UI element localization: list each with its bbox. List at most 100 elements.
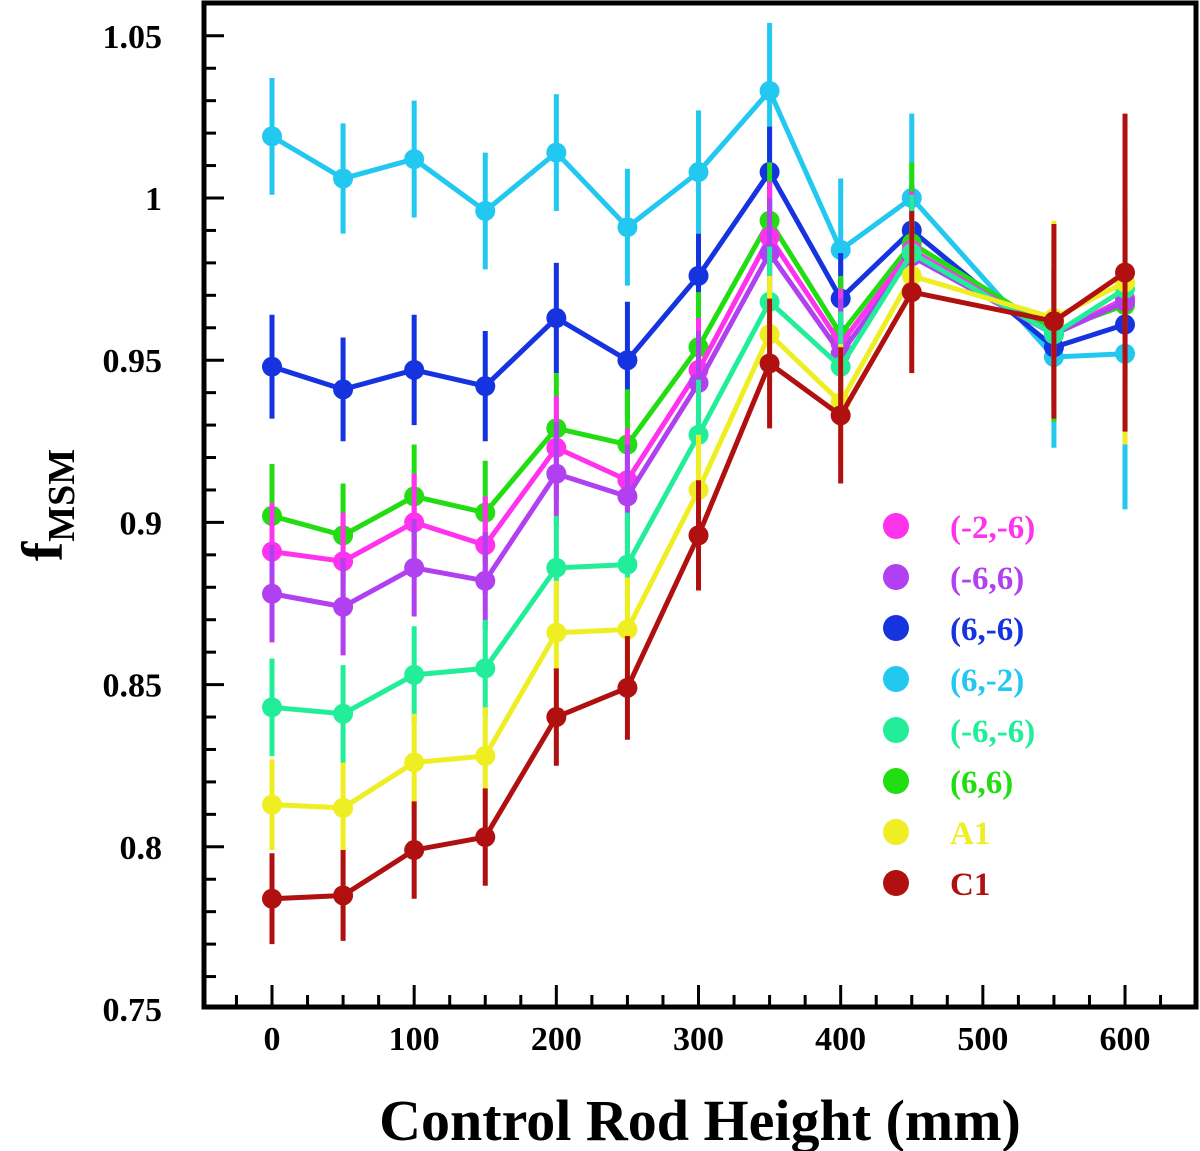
legend-entry: (6,-6): [883, 612, 1024, 648]
data-point: [617, 677, 638, 698]
x-tick-label: 400: [815, 1021, 866, 1058]
legend-label: (6,-6): [950, 612, 1024, 648]
data-point: [404, 359, 425, 380]
plot-frame: [201, 0, 1199, 1010]
x-tick-label: 300: [673, 1021, 724, 1058]
data-point: [262, 888, 282, 909]
plot-area: [262, 22, 1136, 945]
legend-entry: A1: [883, 816, 990, 852]
data-point: [333, 703, 354, 724]
data-point: [546, 622, 567, 643]
x-tick-label: 600: [1100, 1021, 1151, 1058]
legend-label: (6,6): [950, 765, 1013, 801]
data-point: [475, 658, 496, 679]
series-line: [271, 218, 1126, 538]
data-point: [830, 405, 851, 426]
data-point: [617, 486, 638, 507]
data-point: [688, 162, 709, 183]
data-point: [759, 353, 780, 374]
data-point: [1043, 311, 1064, 332]
legend-entry: (-2,-6): [883, 510, 1035, 546]
svg-text:fMSM: fMSM: [10, 449, 83, 561]
legend-entry: (-6,6): [883, 561, 1024, 597]
data-point: [546, 557, 567, 578]
legend-entry: C1: [883, 867, 990, 903]
series-c1: [262, 113, 1136, 945]
data-point: [475, 200, 496, 221]
legend-label: C1: [950, 867, 990, 903]
data-point: [617, 350, 638, 371]
data-point: [901, 282, 922, 303]
data-point: [262, 583, 282, 604]
x-tick-label: 200: [531, 1021, 582, 1058]
y-tick-label: 0.85: [103, 668, 163, 705]
data-point: [262, 697, 282, 718]
y-tick-label: 0.8: [120, 830, 163, 867]
legend-marker: [883, 768, 909, 794]
legend-label: (-2,-6): [950, 510, 1035, 546]
data-point: [830, 239, 851, 260]
legend-marker: [883, 870, 909, 896]
y-tick-labels: 0.75 0.8 0.85 0.9 0.95 1 1.05: [103, 19, 163, 1029]
legend-marker: [883, 666, 909, 692]
legend-marker: [883, 513, 909, 539]
legend-label: (-6,6): [950, 561, 1024, 597]
data-point: [546, 308, 567, 329]
legend-entry: (6,6): [883, 765, 1013, 801]
data-point: [475, 745, 496, 766]
data-point: [475, 376, 496, 397]
data-point: [1115, 262, 1136, 283]
y-axis-title-main: f: [10, 541, 75, 561]
x-tick-label: 100: [389, 1021, 440, 1058]
data-point: [404, 557, 425, 578]
axis-ticks: [206, 34, 1163, 1005]
y-tick-label: 0.95: [103, 343, 163, 380]
data-point: [262, 794, 282, 815]
data-point: [404, 752, 425, 773]
data-point: [688, 265, 709, 286]
legend-marker: [883, 564, 909, 590]
y-tick-label: 1.05: [103, 19, 163, 56]
x-tick-labels: 0 100 200 300 400 500 600: [264, 1021, 1151, 1058]
legend-label: (-6,-6): [950, 714, 1035, 750]
legend: (-2,-6) (-6,6) (6,-6) (6,-2) (-6,-6) (6,6) A1 C…: [883, 510, 1035, 903]
data-point: [404, 149, 425, 170]
data-point: [404, 664, 425, 685]
data-point: [404, 840, 425, 861]
legend-marker: [883, 717, 909, 743]
x-tick-label: 500: [957, 1021, 1008, 1058]
data-point: [333, 168, 354, 189]
legend-entry: (-6,-6): [883, 714, 1035, 750]
legend-label: (6,-2): [950, 663, 1024, 699]
series-line: [271, 273, 1127, 811]
series-line: [271, 169, 1126, 392]
data-point: [617, 217, 638, 238]
data-point: [333, 885, 354, 906]
series-line: [271, 250, 1127, 717]
x-axis-title: Control Rod Height (mm): [379, 1088, 1021, 1151]
data-point: [546, 707, 567, 728]
series-line: [270, 88, 1126, 360]
y-tick-label: 0.75: [103, 992, 163, 1029]
data-point: [546, 463, 567, 484]
data-point: [475, 827, 496, 848]
data-point: [333, 797, 354, 818]
data-point: [475, 570, 496, 591]
series-line: [271, 270, 1127, 902]
y-axis-title: fMSM: [10, 449, 83, 561]
data-point: [617, 619, 638, 640]
y-axis-title-subscript: MSM: [41, 449, 83, 542]
data-point: [759, 80, 780, 101]
data-point: [262, 126, 282, 147]
x-tick-label: 0: [264, 1021, 281, 1058]
legend-label: A1: [950, 816, 990, 852]
legend-entry: (6,-2): [883, 663, 1024, 699]
y-tick-label: 0.9: [120, 505, 163, 542]
legend-marker: [883, 615, 909, 641]
data-point: [546, 142, 567, 163]
data-point: [333, 379, 354, 400]
data-point: [333, 596, 354, 617]
data-point: [262, 356, 282, 377]
